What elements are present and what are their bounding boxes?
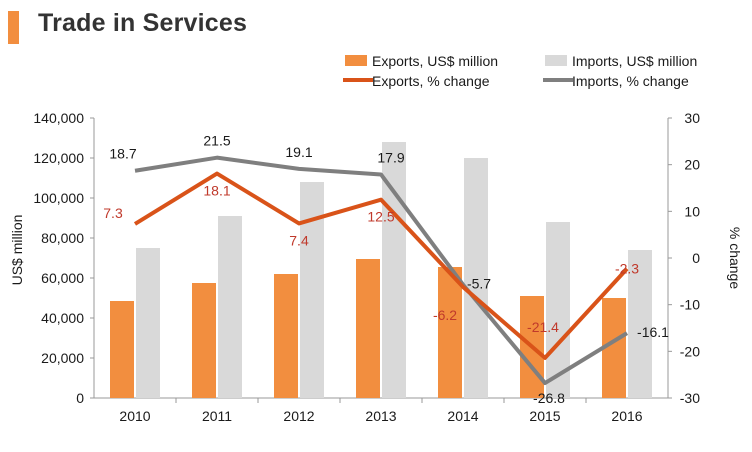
- right-tick-label: 20: [684, 157, 700, 173]
- left-tick-label: 20,000: [41, 350, 84, 366]
- legend-swatch: [345, 55, 367, 66]
- x-tick-label: 2014: [447, 408, 478, 424]
- right-axis-title: % change: [727, 227, 743, 289]
- right-tick-label: 0: [692, 250, 700, 266]
- x-tick-label: 2012: [283, 408, 314, 424]
- x-tick-label: 2015: [529, 408, 560, 424]
- right-tick-label: -10: [680, 297, 700, 313]
- exports-bar: [274, 274, 298, 398]
- left-tick-label: 60,000: [41, 270, 84, 286]
- exports-bar: [356, 259, 380, 398]
- x-tick-label: 2010: [119, 408, 150, 424]
- legend-label: Exports, US$ million: [372, 53, 498, 69]
- exports-change-label: 18.1: [203, 183, 230, 199]
- legend-label: Imports, US$ million: [572, 53, 697, 69]
- legend-swatch: [545, 55, 567, 66]
- title-accent-bar: [8, 11, 19, 44]
- imports-change-label: -5.7: [467, 276, 491, 292]
- exports-change-label: -21.4: [527, 319, 559, 335]
- right-tick-label: 30: [684, 110, 700, 126]
- imports-bar: [300, 182, 324, 398]
- left-tick-label: 40,000: [41, 310, 84, 326]
- imports-bar: [218, 216, 242, 398]
- left-tick-label: 80,000: [41, 230, 84, 246]
- imports-change-label: -16.1: [637, 324, 669, 340]
- imports-change-label: -26.8: [533, 390, 565, 406]
- imports-change-line: [134, 155, 629, 386]
- left-tick-label: 140,000: [33, 110, 84, 126]
- imports-change-label: 19.1: [285, 144, 312, 160]
- imports-bar: [628, 250, 652, 398]
- right-tick-label: -20: [680, 343, 700, 359]
- imports-bar: [382, 142, 406, 398]
- x-tick-label: 2016: [611, 408, 642, 424]
- exports-bar: [192, 283, 216, 398]
- right-tick-label: 10: [684, 203, 700, 219]
- imports-change-label: 17.9: [377, 149, 404, 165]
- chart-title: Trade in Services: [38, 9, 248, 37]
- exports-change-label: 12.5: [367, 209, 394, 225]
- imports-bar: [464, 158, 488, 398]
- legend-label: Exports, % change: [372, 73, 490, 89]
- imports-bar: [136, 248, 160, 398]
- exports-change-line: [133, 171, 629, 360]
- exports-change-label: -2.3: [615, 261, 639, 277]
- legend-label: Imports, % change: [572, 73, 689, 89]
- left-tick-label: 100,000: [33, 190, 84, 206]
- exports-change-label: -6.2: [433, 307, 457, 323]
- exports-change-label: 7.3: [103, 205, 123, 221]
- imports-change-label: 21.5: [203, 133, 230, 149]
- exports-bar: [438, 267, 462, 398]
- right-tick-label: -30: [680, 390, 700, 406]
- x-tick-label: 2013: [365, 408, 396, 424]
- imports-change-label: 18.7: [109, 146, 136, 162]
- x-tick-label: 2011: [202, 408, 232, 424]
- left-tick-label: 120,000: [33, 150, 84, 166]
- exports-change-label: 7.4: [289, 232, 309, 248]
- exports-bar: [110, 301, 134, 398]
- left-axis-title: US$ million: [9, 215, 25, 286]
- left-tick-label: 0: [76, 390, 84, 406]
